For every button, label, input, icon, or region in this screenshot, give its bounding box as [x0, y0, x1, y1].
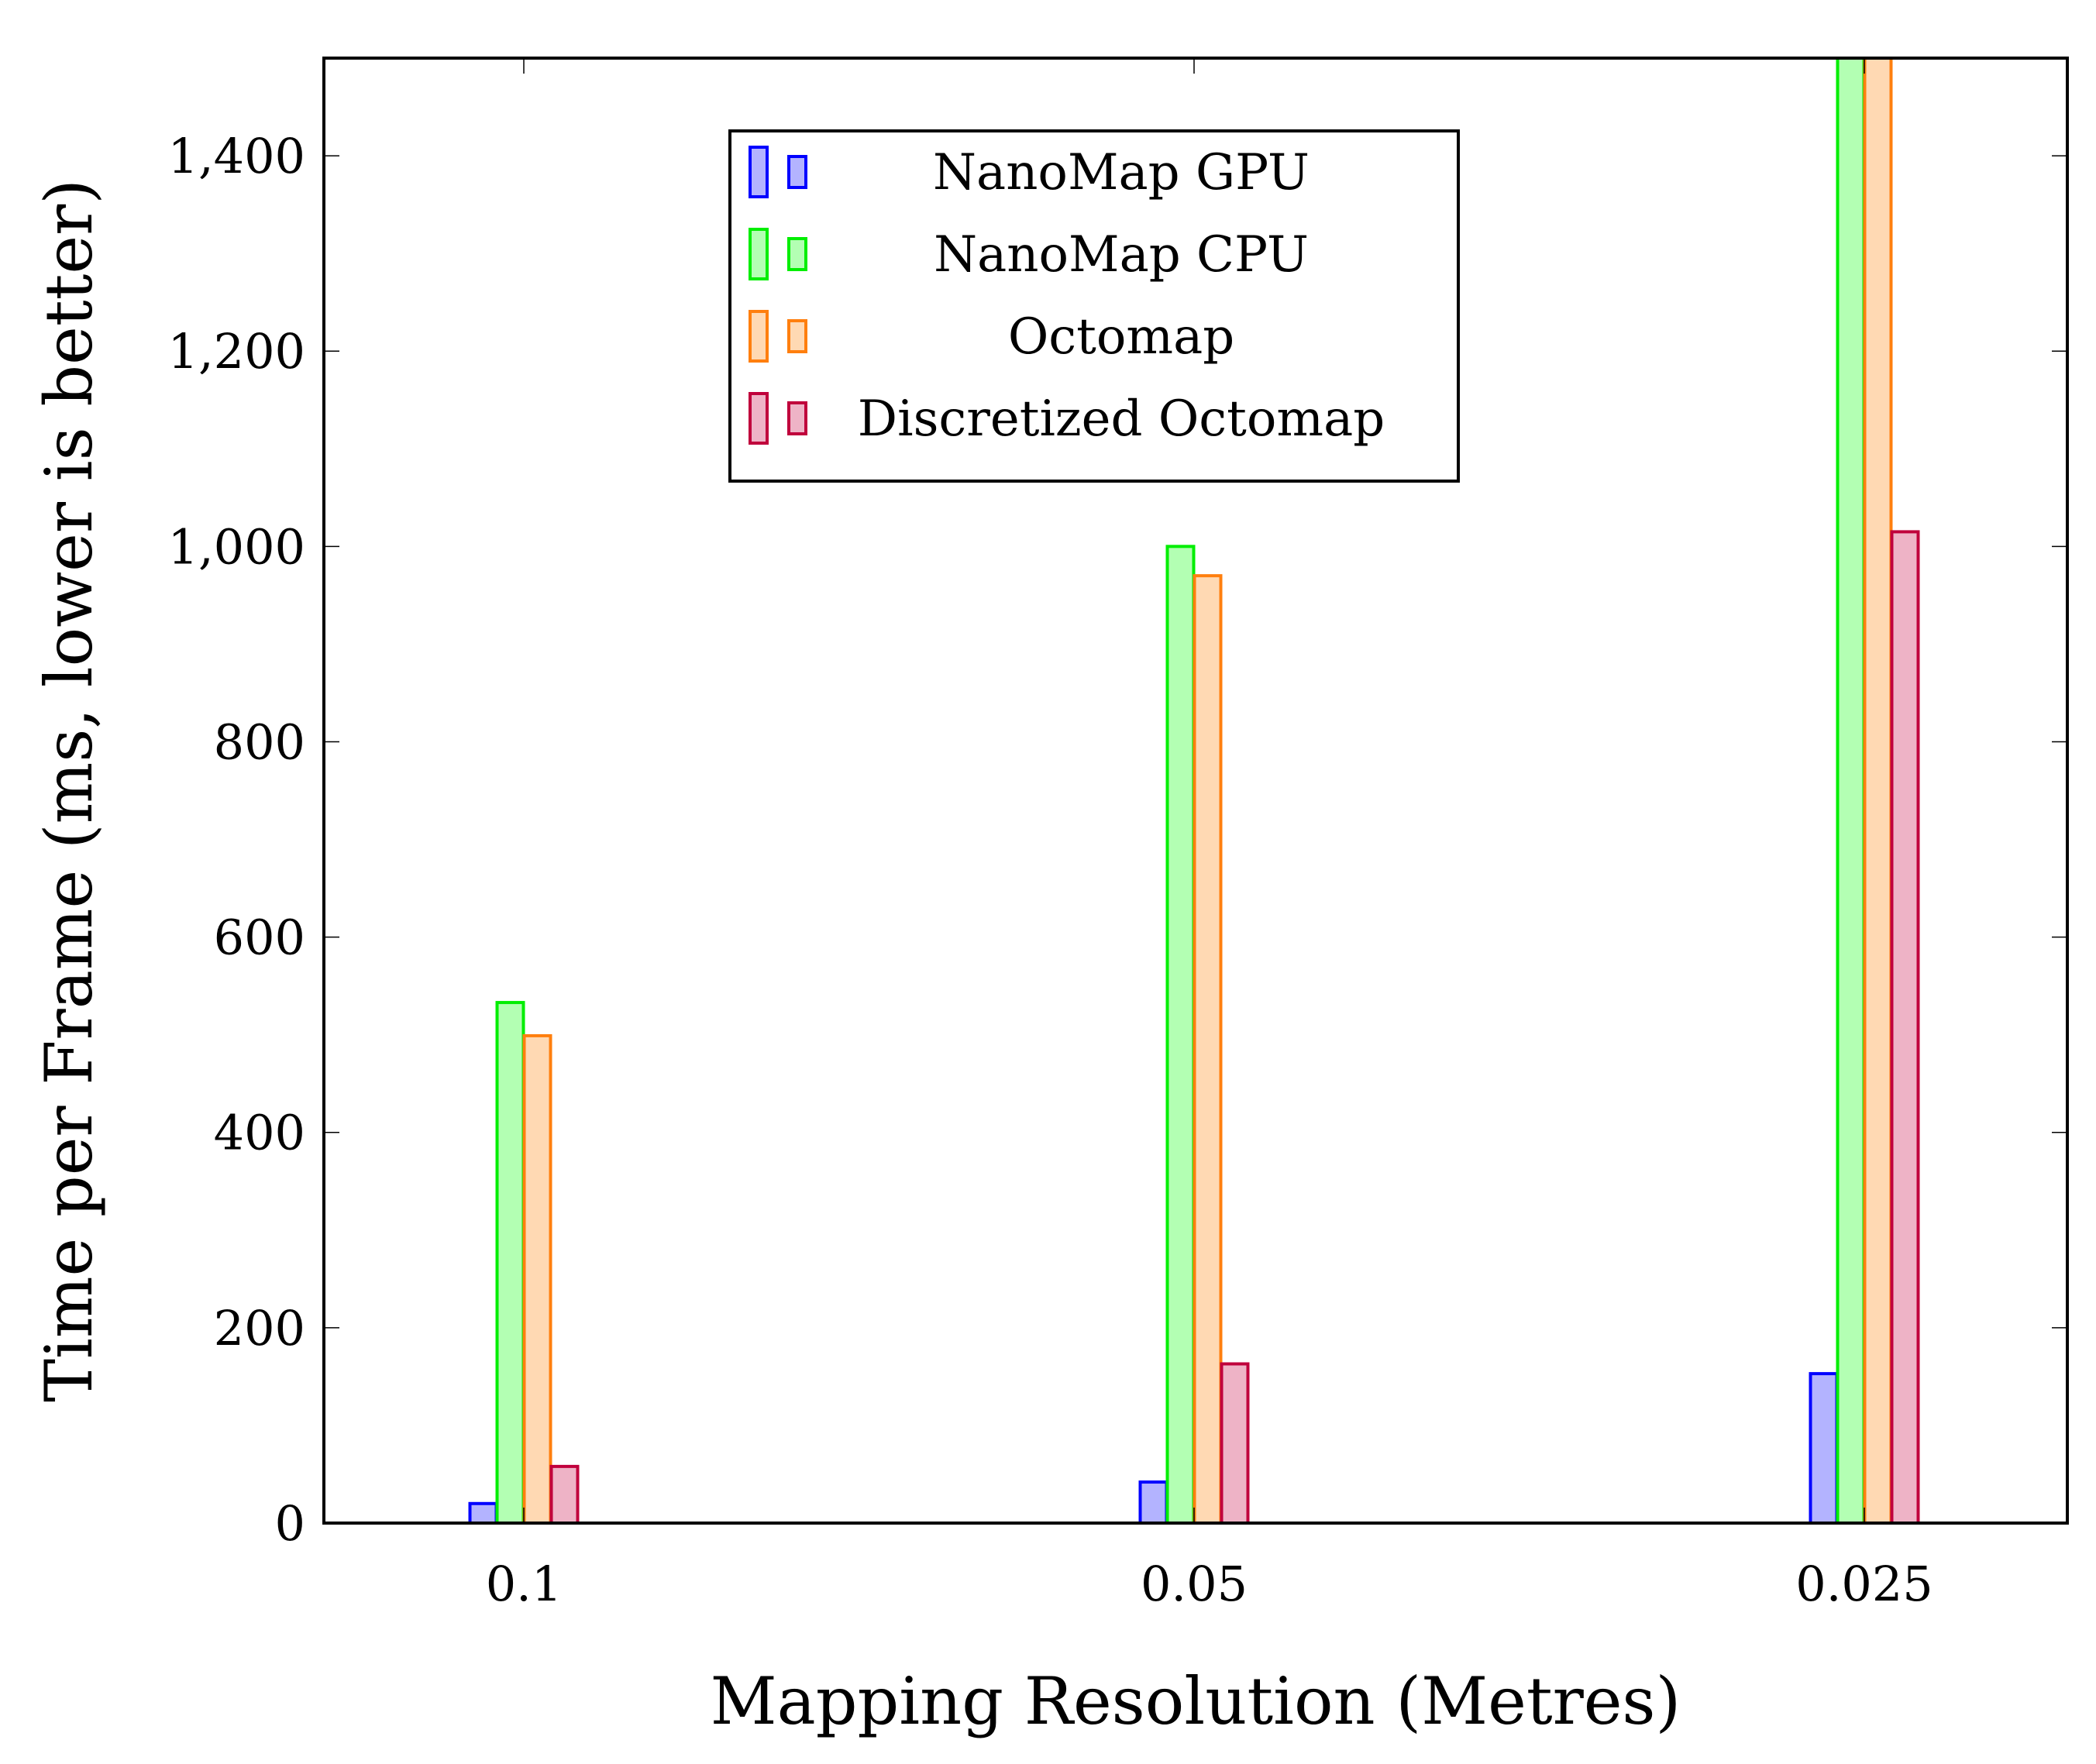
bar-nanomap-cpu-0.1 — [495, 1001, 525, 1525]
legend-label-octomap: Octomap — [1008, 308, 1234, 366]
x-tick-label: 0.025 — [1795, 1556, 1933, 1612]
bar-discretized-octomap-0.05 — [1220, 1362, 1250, 1525]
y-tick-label: 1,200 — [168, 323, 306, 380]
x-tick-label: 0.05 — [1141, 1556, 1248, 1612]
y-tick-label: 1,000 — [168, 518, 306, 575]
bar-octomap-0.05 — [1193, 574, 1223, 1525]
legend-swatch-discretized-octomap — [749, 392, 769, 445]
bar-nanomap-gpu-0.1 — [468, 1501, 498, 1525]
legend-swatch-small-discretized-octomap — [787, 401, 807, 435]
bar-nanomap-cpu-0.025 — [1836, 57, 1866, 1525]
y-tick-label: 800 — [214, 714, 305, 770]
legend-swatch-small-octomap — [787, 319, 807, 353]
bar-discretized-octomap-0.1 — [549, 1464, 580, 1525]
legend-swatch-small-nanomap-gpu — [787, 155, 807, 189]
y-tick-label: 400 — [214, 1105, 305, 1161]
x-tick-label: 0.1 — [486, 1556, 563, 1612]
legend-swatch-octomap — [749, 310, 769, 363]
labels-layer: 0 200 400 600 800 1,000 1,200 1,400 0.1 0.05 0.025 — [168, 128, 1933, 1612]
y-tick-label: 1,400 — [168, 128, 306, 184]
legend-swatch-nanomap-cpu — [749, 228, 769, 280]
legend-label-discretized-octomap: Discretized Octomap — [858, 390, 1385, 448]
plot-frame — [322, 57, 2069, 1525]
legend-label-nanomap-cpu: NanoMap CPU — [934, 226, 1309, 284]
legend: NanoMap GPU NanoMap CPU Octomap Discretized… — [728, 129, 1460, 483]
legend-entries: NanoMap GPU NanoMap CPU Octomap Discretized… — [749, 144, 1385, 448]
y-axis-title: Time per Frame (ms, lower is better) — [31, 179, 107, 1402]
legend-swatch-nanomap-gpu — [749, 146, 769, 198]
bar-nanomap-gpu-0.05 — [1138, 1480, 1168, 1525]
bar-nanomap-gpu-0.025 — [1809, 1372, 1839, 1525]
legend-box — [728, 129, 1460, 483]
legend-swatch-small-nanomap-cpu — [787, 237, 807, 271]
x-axis-title: Mapping Resolution (Metres) — [711, 1663, 1681, 1739]
bar-octomap-0.1 — [522, 1033, 552, 1525]
y-tick-label: 200 — [214, 1300, 305, 1357]
bar-nanomap-cpu-0.05 — [1165, 545, 1196, 1525]
y-tick-label: 600 — [214, 910, 305, 966]
bar-octomap-0.025 — [1863, 57, 1893, 1525]
bar-discretized-octomap-0.025 — [1890, 530, 1920, 1525]
legend-label-nanomap-gpu: NanoMap GPU — [933, 144, 1310, 201]
y-tick-label: 0 — [275, 1495, 305, 1552]
